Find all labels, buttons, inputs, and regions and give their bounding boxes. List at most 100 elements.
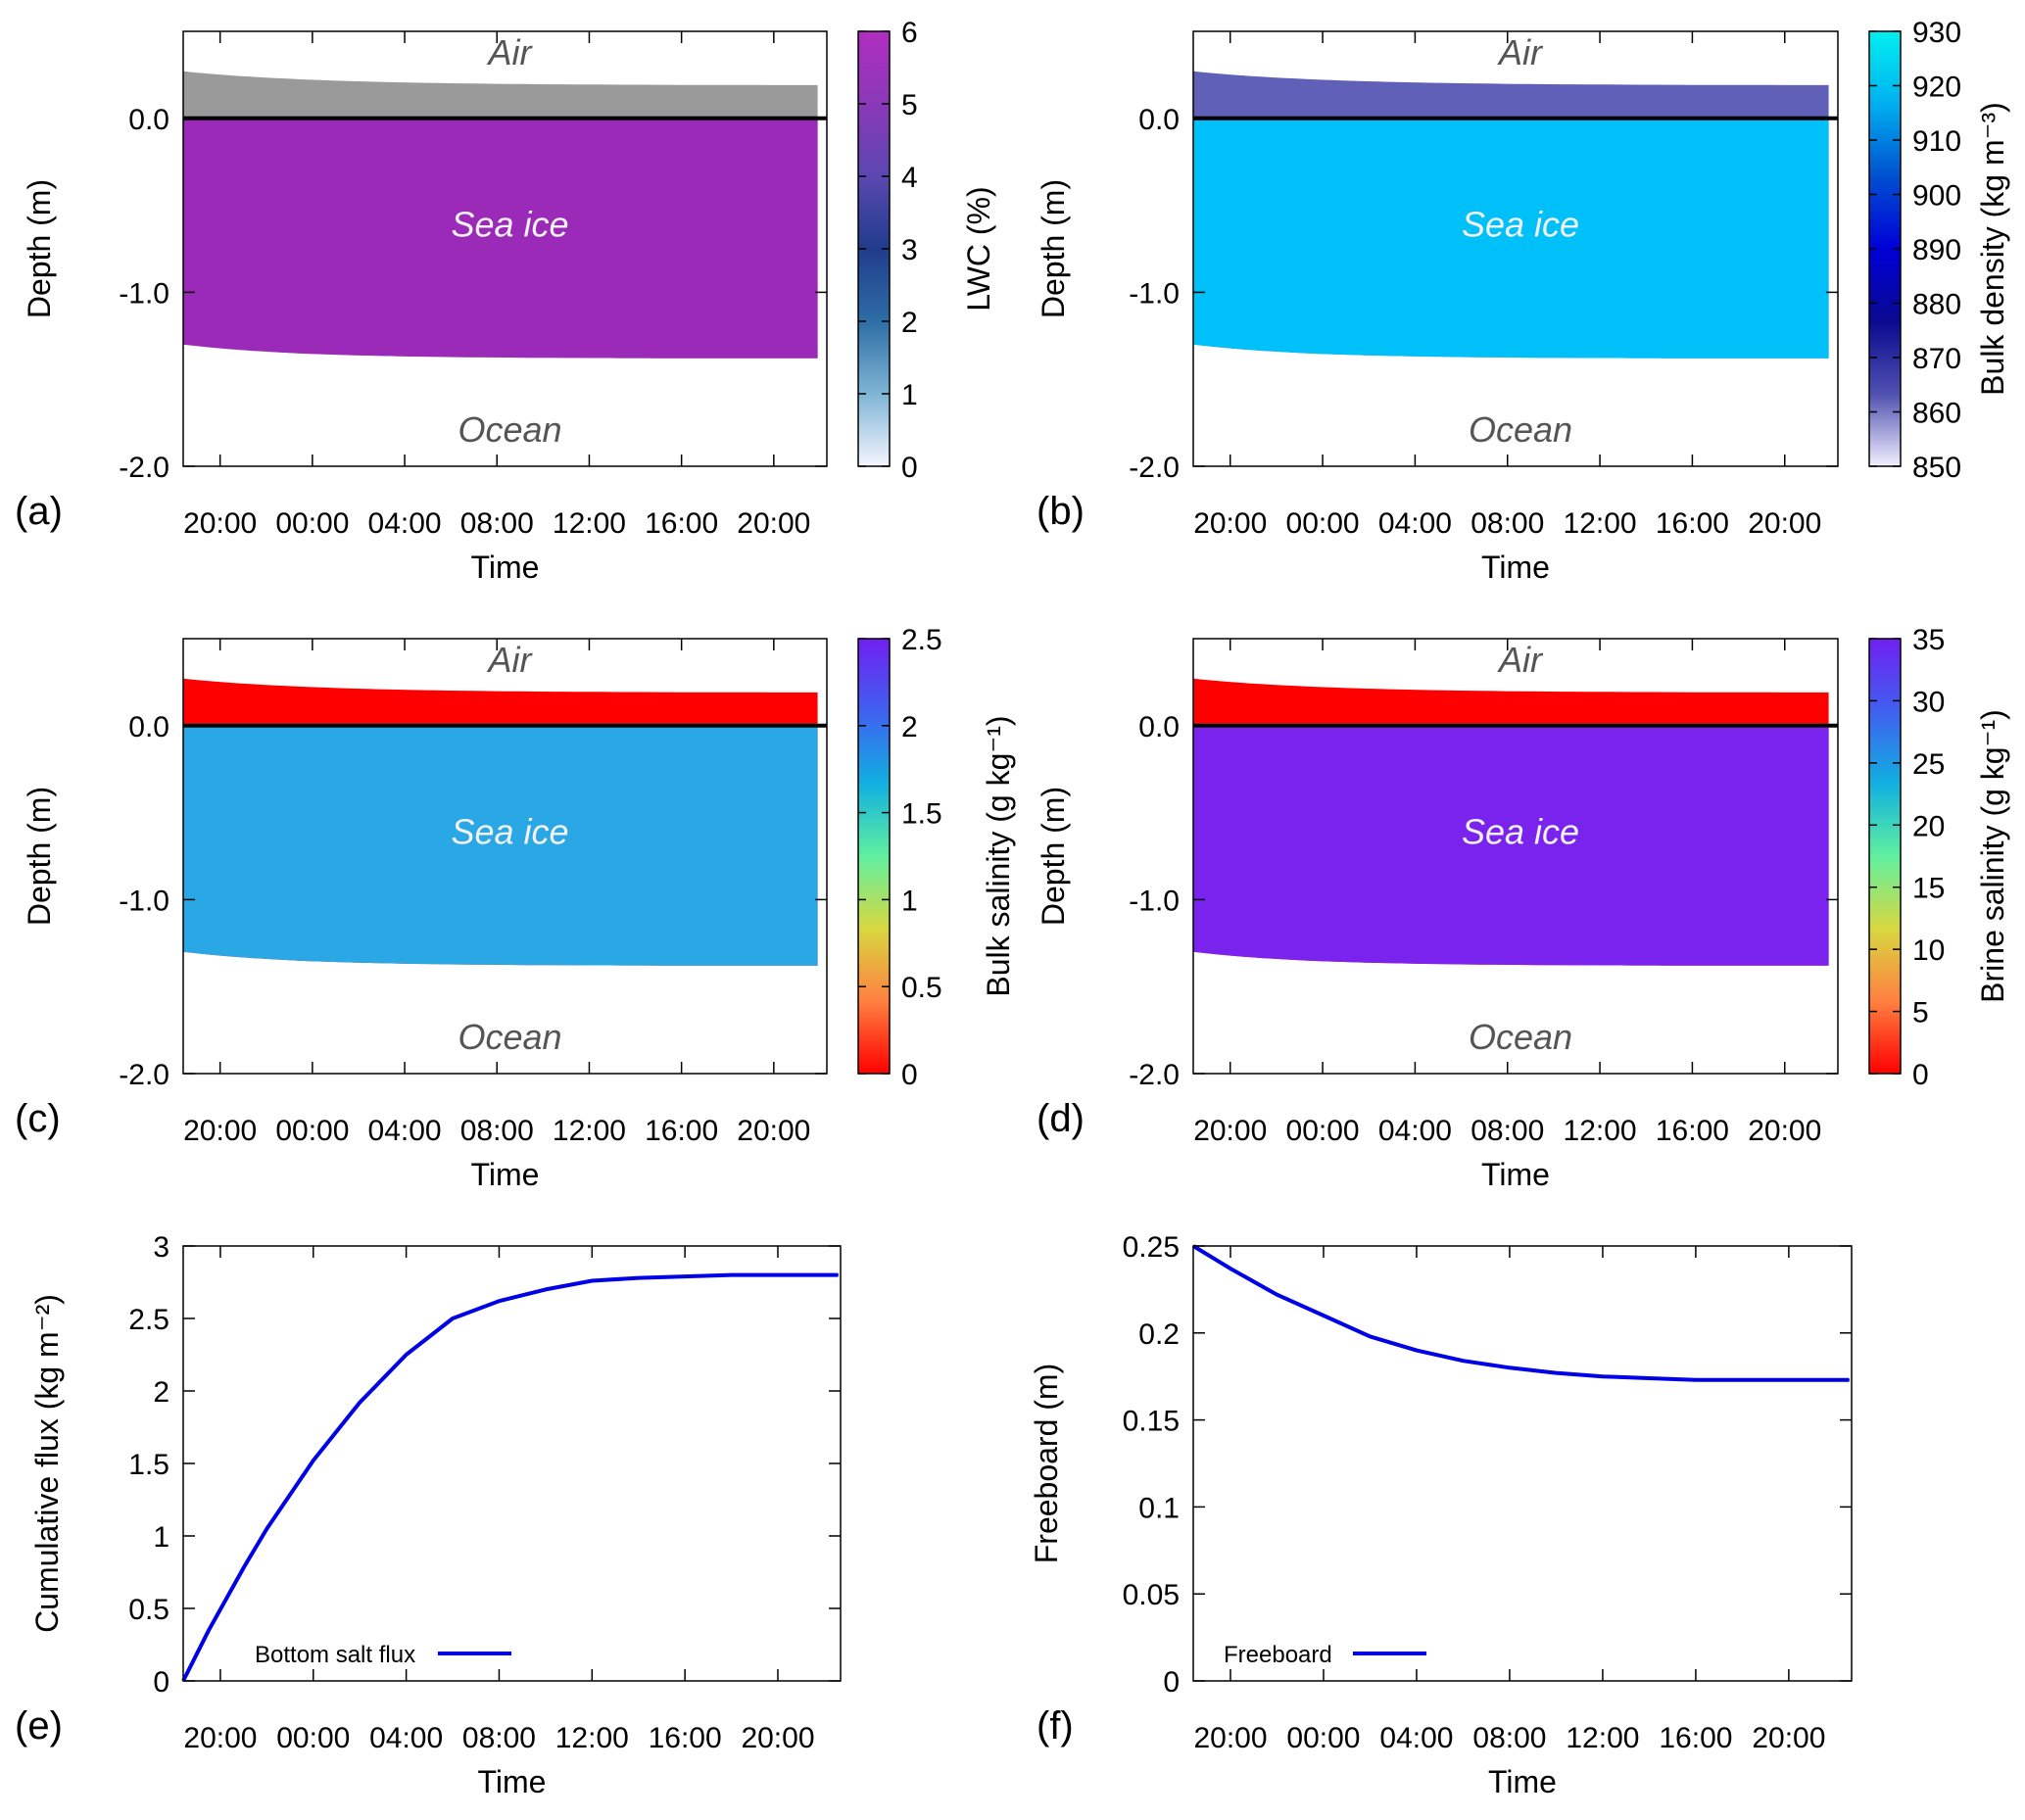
data-point <box>452 1317 454 1319</box>
x-tick-label: 00:00 <box>1286 1115 1360 1147</box>
y-tick-label: 0 <box>153 1666 169 1699</box>
plot-frame <box>1192 30 1839 467</box>
air-label: Air <box>1497 640 1544 680</box>
y-tick-label: 0.0 <box>1138 104 1180 136</box>
y-axis-label: Depth (m) <box>1036 787 1071 926</box>
panel-label: (f) <box>1037 1704 1074 1748</box>
colorbar-tick-label: 2 <box>901 307 918 339</box>
x-tick-label: 04:00 <box>369 1722 443 1754</box>
colorbar-tick-label: 2.5 <box>901 624 942 656</box>
x-tick-label: 20:00 <box>1193 1115 1267 1147</box>
y-tick-label: -1.0 <box>119 277 169 310</box>
colorbar-tick-label: 920 <box>1912 72 1961 104</box>
y-axis-label: Depth (m) <box>22 787 57 926</box>
plot-frame <box>1192 1245 1853 1682</box>
x-tick-label: 08:00 <box>460 1115 534 1147</box>
x-axis-label: Time <box>1488 1764 1557 1799</box>
data-point <box>838 1274 840 1276</box>
x-tick-label: 12:00 <box>1564 507 1637 540</box>
legend-label: Bottom salt flux <box>255 1642 415 1668</box>
x-tick-label: 20:00 <box>1752 1722 1825 1754</box>
y-tick-label: -2.0 <box>1129 1059 1180 1091</box>
x-tick-label: 04:00 <box>1378 1115 1452 1147</box>
data-point <box>1648 1377 1650 1379</box>
colorbar-tick-label: 900 <box>1912 180 1961 213</box>
data-point <box>1555 1372 1557 1374</box>
y-tick-label: -1.0 <box>1129 277 1180 310</box>
colorbar <box>1868 638 1902 1075</box>
x-tick-label: 04:00 <box>368 507 442 540</box>
y-tick-label: -1.0 <box>119 885 169 917</box>
x-tick-label: 16:00 <box>645 507 718 540</box>
data-point <box>591 1280 593 1282</box>
panel-label: (a) <box>15 490 63 533</box>
data-point <box>406 1354 408 1356</box>
data-point <box>243 1567 245 1569</box>
y-tick-label: 2 <box>153 1376 169 1409</box>
data-point <box>1602 1375 1604 1377</box>
data-point <box>1369 1335 1371 1337</box>
data-point <box>1695 1379 1697 1381</box>
colorbar-tick-label: 910 <box>1912 125 1961 158</box>
colorbar-tick-label: 850 <box>1912 452 1961 484</box>
colorbar-tick-label: 20 <box>1912 810 1945 842</box>
colorbar-tick-label: 5 <box>901 89 918 121</box>
x-tick-label: 00:00 <box>275 507 349 540</box>
x-tick-label: 20:00 <box>1193 1722 1267 1754</box>
plot-frame <box>182 638 828 1075</box>
x-tick-label: 16:00 <box>1659 1722 1732 1754</box>
x-tick-label: 04:00 <box>368 1115 442 1147</box>
colorbar-tick-label: 1 <box>901 379 918 411</box>
panel-label: (e) <box>15 1704 63 1748</box>
x-tick-label: 16:00 <box>1656 1115 1729 1147</box>
data-point <box>777 1274 779 1276</box>
sea-ice-label: Sea ice <box>1462 812 1579 852</box>
x-tick-label: 08:00 <box>1471 507 1544 540</box>
x-tick-label: 12:00 <box>555 1722 629 1754</box>
colorbar-tick-label: 870 <box>1912 343 1961 375</box>
x-tick-label: 20:00 <box>1748 507 1821 540</box>
x-tick-label: 08:00 <box>462 1722 536 1754</box>
air-label: Air <box>487 32 534 72</box>
plot-frame <box>182 30 828 467</box>
colorbar-label: Brine salinity (g kg⁻¹) <box>1975 709 2010 1003</box>
colorbar-label: LWC (%) <box>961 186 996 311</box>
sea-ice-region <box>183 725 818 966</box>
y-tick-label: 0.0 <box>128 104 169 136</box>
y-axis-label: Freeboard (m) <box>1029 1364 1064 1564</box>
y-tick-label: 0.5 <box>128 1594 169 1626</box>
series-line <box>1191 1244 1850 1382</box>
colorbar-tick-label: 5 <box>1912 997 1929 1030</box>
data-point <box>1509 1366 1511 1368</box>
data-point <box>208 1629 210 1631</box>
colorbar-tick-label: 15 <box>1912 873 1945 905</box>
colorbar-tick-label: 1.5 <box>901 798 942 831</box>
plot-frame <box>182 1245 842 1682</box>
x-tick-label: 20:00 <box>737 1115 810 1147</box>
x-tick-label: 04:00 <box>1378 507 1452 540</box>
x-tick-label: 12:00 <box>1566 1722 1639 1754</box>
x-axis-label: Time <box>471 1157 540 1192</box>
x-axis-label: Time <box>1481 550 1550 585</box>
panel-a: Air Sea ice Ocean 0 1 2 3 4 5 6 LWC (%) 0.0 -1.0 -2.0… <box>15 17 996 585</box>
x-tick-label: 00:00 <box>1286 507 1360 540</box>
data-point <box>638 1277 640 1279</box>
colorbar-tick-label: 3 <box>901 234 918 266</box>
colorbar-tick-label: 25 <box>1912 748 1945 781</box>
x-axis-label: Time <box>478 1764 547 1799</box>
colorbar-tick-label: 0 <box>1912 1059 1929 1091</box>
data-point <box>684 1275 686 1277</box>
colorbar-tick-label: 2 <box>901 711 918 743</box>
data-point <box>1323 1315 1325 1317</box>
data-point <box>265 1528 267 1530</box>
y-tick-label: -2.0 <box>1129 452 1180 484</box>
ocean-label: Ocean <box>1469 409 1572 450</box>
colorbar-tick-label: 0.5 <box>901 972 942 1004</box>
x-tick-label: 20:00 <box>1193 507 1267 540</box>
y-tick-label: 3 <box>153 1231 169 1264</box>
data-point <box>359 1402 361 1404</box>
colorbar-tick-label: 30 <box>1912 686 1945 718</box>
panel-c: Air Sea ice Ocean 0 0.5 1 1.5 2 2.5 Bulk salinity… <box>15 624 1016 1192</box>
colorbar <box>857 638 891 1075</box>
